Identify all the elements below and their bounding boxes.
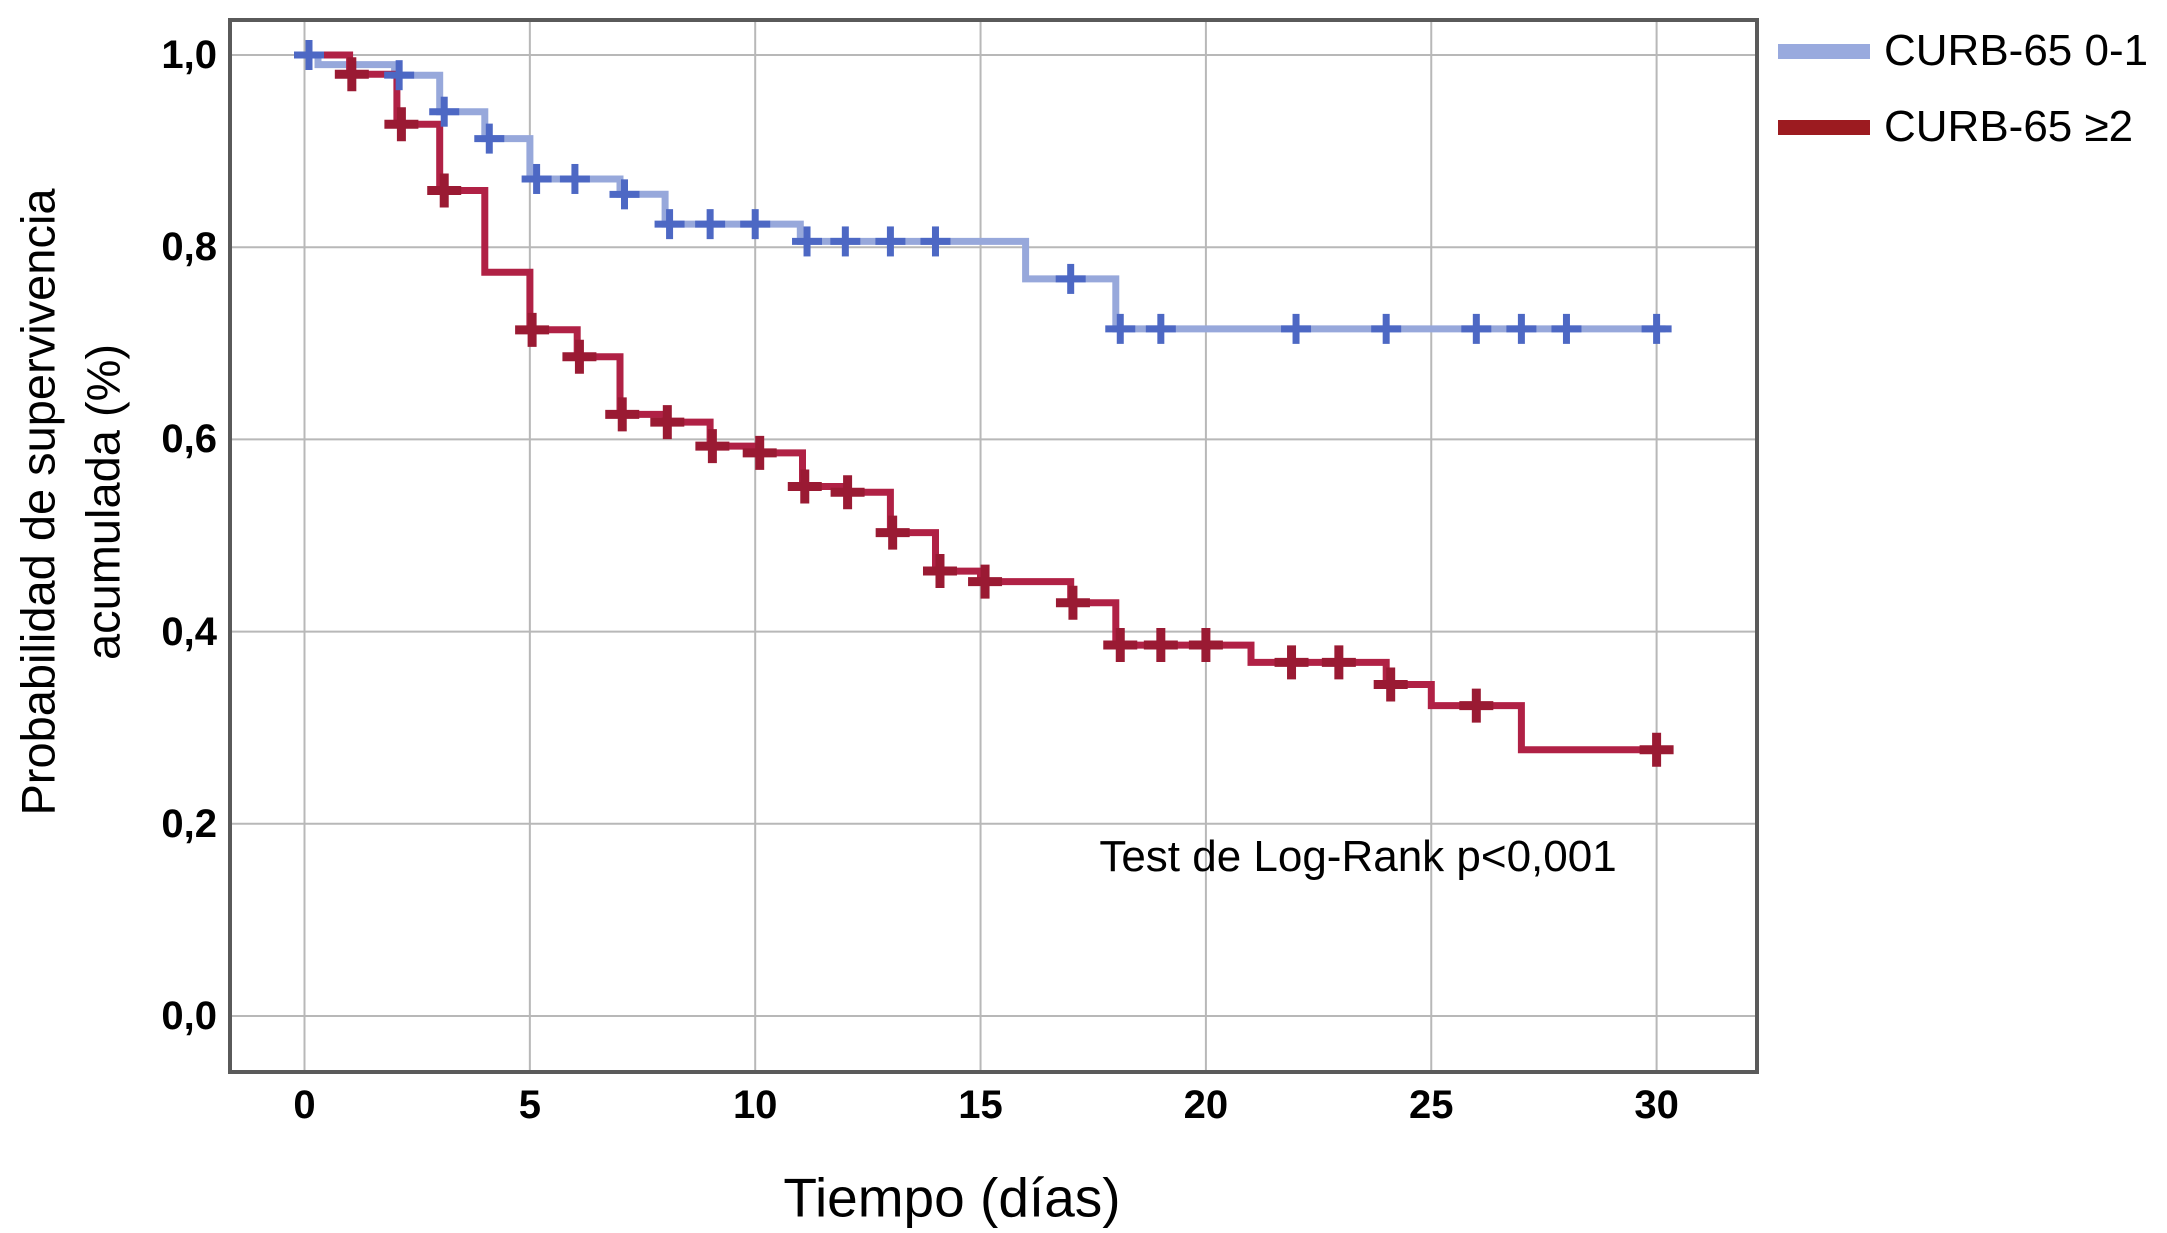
x-tick-label: 25	[1409, 1083, 1454, 1127]
x-tick-label: 20	[1183, 1083, 1229, 1127]
legend-swatch-curb65-ge2	[1778, 119, 1870, 135]
x-tick-label: 15	[958, 1083, 1003, 1127]
plot-frame	[228, 18, 1759, 1074]
y-tick-label: 0,2	[161, 801, 217, 846]
x-tick-label: 0	[293, 1083, 316, 1127]
censor-marks-curb65-0-1	[294, 40, 1672, 344]
y-tick-label: 0,4	[161, 609, 217, 654]
legend-item-curb65-ge2: CURB-65 ≥2	[1778, 105, 2133, 149]
x-axis-title: Tiempo (días)	[783, 1166, 1121, 1229]
y-tick-label: 0,0	[161, 994, 217, 1038]
legend-label-curb65-0-1: CURB-65 0-1	[1884, 26, 2149, 75]
x-tick-label: 5	[518, 1083, 541, 1127]
y-axis-title-line1: Probabilidad de supervivencia	[11, 188, 65, 816]
y-tick-label: 0,8	[161, 225, 217, 270]
y-axis-title-line2: acumulada (%)	[76, 343, 130, 661]
km-curve-curb65-0-1	[304, 51, 1666, 333]
y-tick-label: 0,6	[161, 417, 217, 462]
gridlines	[230, 20, 1757, 1072]
logrank-annotation: Test de Log-Rank p<0,001	[1099, 832, 1617, 881]
legend-item-curb65-0-1: CURB-65 0-1	[1778, 29, 2148, 73]
x-tick-label: 10	[732, 1083, 778, 1127]
y-tick-label: 1,0	[161, 33, 217, 77]
legend-label-curb65-ge2: CURB-65 ≥2	[1884, 102, 2134, 151]
x-tick-label: 30	[1634, 1083, 1679, 1127]
legend-swatch-curb65-0-1	[1778, 43, 1870, 59]
censor-marks-curb65-ge2	[334, 57, 1674, 767]
